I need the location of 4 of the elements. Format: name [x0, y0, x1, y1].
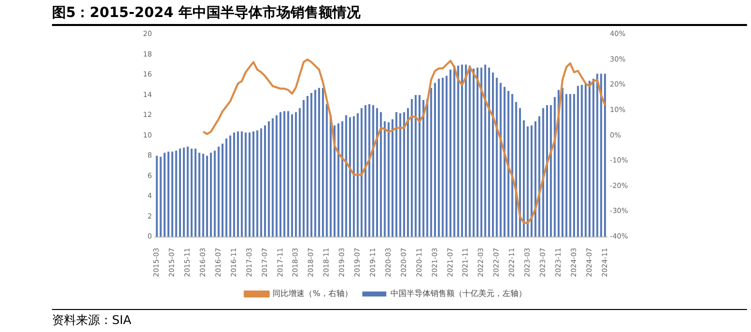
- legend-label: 中国半导体销售额（十亿美元，左轴）: [390, 289, 526, 298]
- text: 资料来源：SIA: [52, 309, 747, 329]
- legend-label: 同比增速（%，右轴）: [272, 289, 352, 298]
- chart-title: 图5：2015-2024 年中国半导体市场销售额情况: [52, 2, 747, 26]
